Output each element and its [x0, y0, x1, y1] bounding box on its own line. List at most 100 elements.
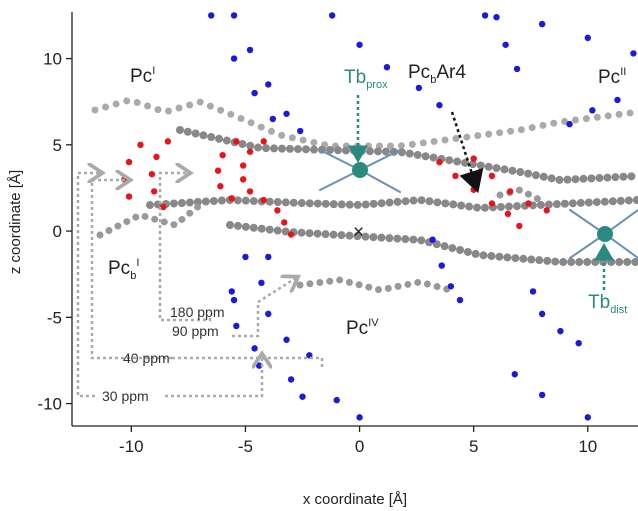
contour-point [415, 84, 423, 92]
chain [496, 186, 544, 204]
contour-point [436, 101, 443, 109]
annotation-rest: Ar4 [436, 62, 466, 83]
contour-point [230, 55, 238, 62]
contour-point [506, 188, 514, 195]
y-tick-label: 5 [53, 136, 62, 155]
x-tick-label: 0 [355, 437, 364, 456]
contour-point [287, 231, 295, 238]
contour-point [538, 310, 546, 318]
contour-point [456, 296, 464, 304]
contour-point [217, 183, 224, 190]
annotation-base: Pc [130, 66, 152, 87]
ring-layer [226, 221, 638, 266]
contour-point [356, 414, 363, 421]
contour-point [125, 193, 133, 200]
contour-point [614, 96, 621, 104]
contour-level-label: 30 ppm [102, 388, 149, 404]
annotation-sub: dist [610, 304, 627, 316]
contour-point [299, 393, 306, 400]
chain [96, 201, 204, 239]
contour-point [333, 396, 340, 404]
contour-point [493, 13, 500, 21]
arrow [172, 356, 324, 370]
annotation-sup: II [620, 66, 626, 78]
annotation-sub: b [430, 74, 436, 86]
annotation: Tbprox [344, 67, 388, 91]
tb-atom [352, 162, 368, 178]
contour-point [566, 120, 573, 128]
contour-point [251, 89, 258, 97]
arrow [76, 173, 100, 398]
tb-atom [597, 226, 613, 242]
annotation: PcII [598, 66, 626, 88]
contour-point [265, 253, 272, 261]
annotation-sup: IV [368, 317, 379, 329]
contour-point [137, 141, 144, 149]
annotation-base: × [353, 222, 364, 243]
chain [296, 276, 454, 294]
contour-point [233, 322, 240, 330]
arrow [90, 180, 172, 360]
annotation-sub: prox [366, 79, 388, 91]
contour-point [452, 172, 459, 180]
ring-layer [176, 126, 638, 185]
molecule [91, 96, 638, 294]
y-tick-label: -10 [37, 395, 62, 414]
contour-point [529, 288, 537, 295]
annotation: PcbI [108, 257, 139, 282]
annotation-sup: I [152, 65, 155, 77]
contour-point [356, 41, 363, 48]
contour-point [470, 155, 477, 162]
x-axis-label: x coordinate [Å] [303, 491, 407, 508]
contour-point [488, 200, 496, 207]
contour-point [246, 46, 254, 54]
annotation: PcI [130, 65, 155, 87]
contour-point [258, 279, 265, 287]
contour-point [589, 107, 596, 114]
contour-point [619, 426, 625, 432]
contour-point [470, 186, 477, 193]
contour-point [557, 327, 564, 335]
contour-level-label: 90 ppm [172, 323, 219, 339]
arrow [158, 173, 212, 322]
y-tick-label: -5 [47, 308, 62, 327]
contour-point [511, 371, 518, 378]
y-tick-label: 0 [53, 222, 62, 241]
x-tick-label: 10 [578, 437, 597, 456]
annotation: Tbdist [588, 292, 627, 316]
annotation-base: Pc [108, 258, 130, 279]
y-tick-label: 10 [43, 50, 62, 69]
contour-point [513, 65, 521, 73]
contour-point [230, 296, 238, 304]
contour-points [121, 12, 637, 432]
contour-point [525, 200, 532, 207]
annotation-sup: I [136, 257, 139, 269]
contour-point [251, 345, 258, 352]
contour-point [438, 262, 445, 269]
x-tick-label: -5 [238, 437, 253, 456]
contour-point [274, 207, 281, 214]
arrow [232, 278, 296, 338]
annotation-base: Tb [588, 292, 610, 313]
contour-point [219, 151, 226, 159]
annotation: × [353, 222, 364, 243]
contour-point [265, 81, 272, 88]
ticks: -10 -5 0 5 10 -10 -5 0 5 10 [37, 50, 597, 456]
contour-point [228, 195, 235, 202]
contour-point [150, 188, 158, 195]
contour-point [230, 12, 238, 19]
contour-point [584, 414, 591, 421]
annotation-base: Pc [346, 318, 368, 339]
contour-point [543, 207, 550, 214]
contour-point [269, 115, 277, 123]
contour-point [584, 34, 591, 42]
contour-point [239, 176, 247, 183]
contour-point [233, 138, 240, 145]
contour-point [283, 110, 290, 117]
contour-point [436, 158, 443, 166]
contour-point [242, 253, 249, 261]
contour-point [630, 50, 637, 57]
contour-point [287, 376, 295, 383]
